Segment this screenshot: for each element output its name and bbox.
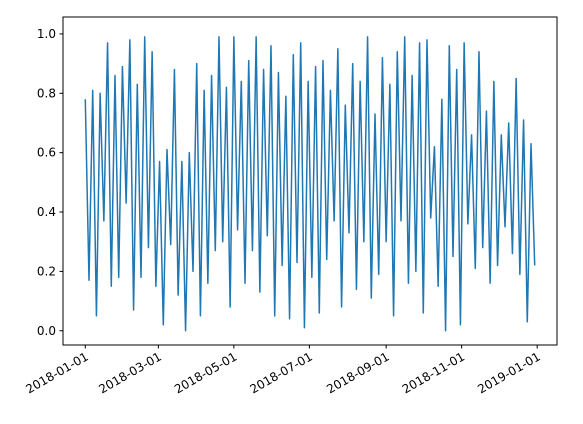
plot-frame — [62, 16, 558, 346]
x-tick-label: 2018-07-01 — [247, 349, 314, 396]
y-tick-label: 0.4 — [37, 205, 56, 219]
x-tick-label: 2018-01-01 — [23, 349, 90, 396]
data-line — [84, 36, 536, 332]
x-tick-label: 2018-05-01 — [172, 349, 239, 396]
y-tick-label: 1.0 — [37, 27, 56, 41]
y-tick-label: 0.8 — [37, 86, 56, 100]
y-tick-label: 0.2 — [37, 264, 56, 278]
x-tick-label: 2018-11-01 — [400, 349, 467, 396]
y-tick-label: 0.0 — [37, 324, 56, 338]
y-tick-label: 0.6 — [37, 146, 56, 160]
x-tick-label: 2018-03-01 — [96, 349, 163, 396]
x-tick-label: 2019-01-01 — [475, 349, 542, 396]
x-tick-label: 2018-09-01 — [324, 349, 391, 396]
